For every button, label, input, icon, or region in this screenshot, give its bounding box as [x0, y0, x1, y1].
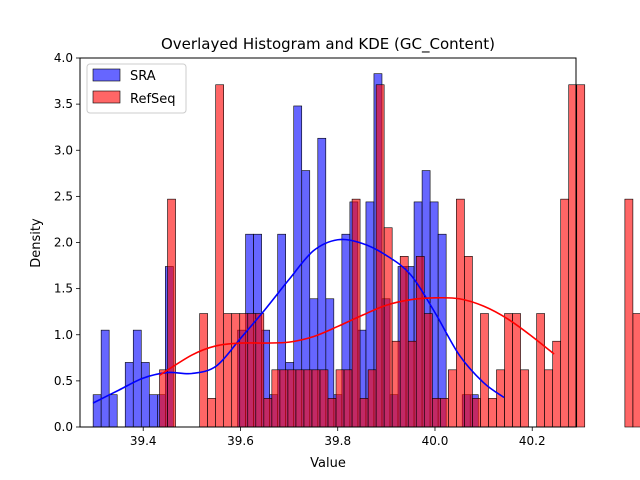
- chart-title: Overlayed Histogram and KDE (GC_Content): [161, 35, 495, 54]
- refseq-bar: [271, 369, 281, 428]
- refseq-bar: [456, 198, 465, 428]
- refseq-bar: [231, 313, 241, 428]
- refseq-bar: [399, 256, 409, 428]
- refseq-bar: [215, 84, 224, 428]
- refseq-bar: [343, 369, 353, 428]
- refseq-bar: [375, 84, 385, 428]
- y-tick-label: 2.5: [54, 189, 73, 203]
- sra-bar: [140, 362, 150, 428]
- x-axis-label: Value: [310, 456, 346, 471]
- refseq-bar: [279, 369, 289, 428]
- refseq-bar: [536, 313, 545, 428]
- refseq-bar: [624, 198, 634, 428]
- x-tick-label: 40.2: [519, 434, 546, 448]
- refseq-bar: [423, 313, 433, 428]
- sra-bar: [124, 362, 134, 428]
- x-tick-label: 39.6: [227, 434, 254, 448]
- refseq-bar: [223, 313, 233, 428]
- legend-label-refseq: RefSeq: [130, 92, 176, 107]
- refseq-bar: [576, 84, 586, 428]
- refseq-bar: [632, 313, 640, 428]
- refseq-bar: [351, 198, 361, 428]
- y-axis: 0.0 0.5 1.0 1.5 2.0 2.5 3.0 3.5 4.0: [54, 51, 80, 434]
- refseq-bar: [247, 313, 257, 428]
- y-tick-label: 3.0: [54, 143, 73, 157]
- legend-swatch-refseq: [92, 90, 121, 104]
- legend-label-sra: SRA: [130, 69, 156, 84]
- x-axis: 39.4 39.6 39.8 40.0 40.2: [130, 427, 546, 448]
- x-tick-label: 40.0: [422, 434, 449, 448]
- x-tick-label: 39.8: [324, 434, 351, 448]
- refseq-bar: [327, 398, 337, 428]
- sra-bar: [108, 394, 118, 428]
- refseq-bar: [319, 369, 329, 428]
- refseq-bar: [295, 369, 305, 428]
- refseq-bar: [415, 256, 425, 428]
- refseq-bar: [391, 340, 401, 428]
- refseq-bar: [512, 313, 521, 428]
- refseq-bar: [159, 369, 168, 428]
- refseq-bar: [311, 369, 321, 428]
- y-tick-label: 4.0: [54, 51, 73, 65]
- refseq-bar: [263, 398, 273, 428]
- refseq-bar: [167, 198, 176, 428]
- y-tick-label: 0.0: [54, 420, 73, 434]
- refseq-bar: [440, 398, 449, 428]
- y-tick-label: 2.0: [54, 236, 73, 250]
- refseq-bar: [560, 198, 569, 428]
- y-tick-label: 0.5: [54, 374, 73, 388]
- sra-kde-line: [92, 238, 505, 404]
- refseq-kde-line: [159, 296, 555, 377]
- y-tick-label: 3.5: [54, 97, 73, 111]
- refseq-bar: [544, 369, 553, 428]
- refseq-bar: [448, 369, 457, 428]
- refseq-bar: [335, 369, 345, 428]
- y-tick-label: 1.5: [54, 282, 73, 296]
- refseq-bar: [207, 398, 216, 428]
- refseq-bar: [520, 369, 529, 428]
- refseq-bar: [287, 369, 297, 428]
- sra-bar: [100, 329, 110, 428]
- refseq-bar: [488, 398, 497, 428]
- refseq-bar: [432, 398, 441, 428]
- refseq-bar: [359, 398, 369, 428]
- refseq-bar: [472, 398, 481, 428]
- refseq-bar: [303, 369, 313, 428]
- refseq-bar: [255, 313, 265, 428]
- y-tick-label: 1.0: [54, 328, 73, 342]
- x-tick-label: 39.4: [130, 434, 157, 448]
- refseq-bar: [480, 313, 489, 428]
- refseq-bar: [504, 313, 513, 428]
- refseq-bar: [496, 369, 505, 428]
- refseq-bar: [367, 369, 377, 428]
- legend: SRA RefSeq: [86, 63, 187, 114]
- y-axis-label: Density: [29, 218, 44, 268]
- refseq-bar: [464, 256, 473, 428]
- refseq-bar: [407, 340, 417, 428]
- sra-bar: [148, 394, 158, 428]
- legend-swatch-sra: [92, 68, 121, 82]
